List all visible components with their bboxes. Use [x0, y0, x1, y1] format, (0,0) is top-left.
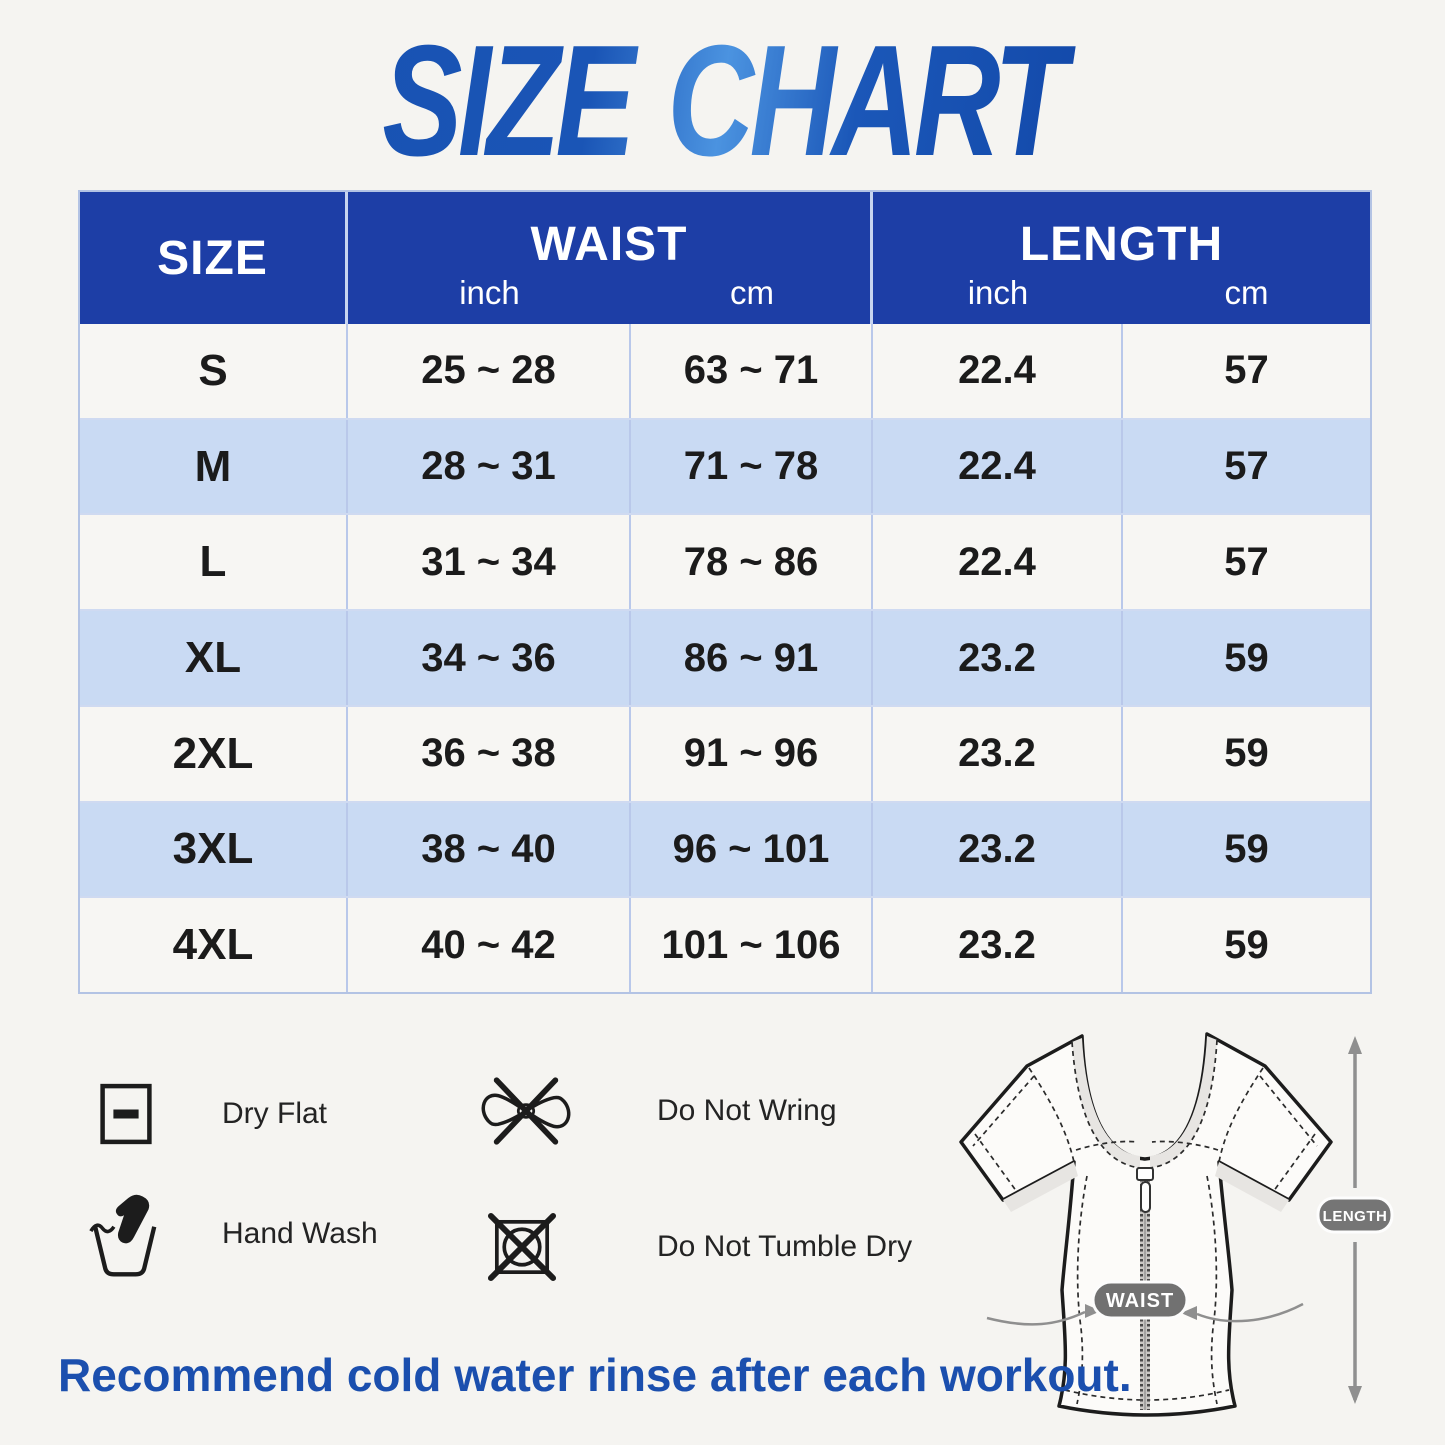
length-badge-label: LENGTH	[1323, 1208, 1388, 1225]
length-unit-cm: cm	[1224, 273, 1269, 311]
care-label: Dry Flat	[222, 1097, 327, 1130]
care-label: Do Not Wring	[657, 1094, 837, 1127]
row-value-cell: 71 ~ 78	[631, 419, 873, 514]
row-value-cell: 25 ~ 28	[348, 324, 631, 418]
waist-unit-cm: cm	[730, 273, 774, 311]
row-size-label: L	[80, 515, 348, 610]
row-value-cell: 86 ~ 91	[631, 611, 873, 705]
row-value-cell: 40 ~ 42	[348, 898, 631, 993]
page-title: SIZE CHART	[173, 22, 1271, 180]
row-size-label: S	[80, 324, 348, 418]
row-value-cell: 57	[1224, 539, 1269, 584]
row-value-cell: 23.2	[873, 706, 1123, 801]
table-row: XL 34 ~ 36 86 ~ 91 23.2 59	[80, 609, 1370, 705]
row-value-cell: 34 ~ 36	[348, 611, 631, 705]
header-waist: WAIST	[530, 217, 688, 271]
row-value-cell: 23.2	[873, 802, 1123, 897]
care-label: Do Not Tumble Dry	[657, 1230, 913, 1263]
row-size-label: M	[80, 419, 348, 514]
row-value-cell: 36 ~ 38	[348, 706, 631, 801]
table-body: S 25 ~ 28 63 ~ 71 22.4 57 M 28 ~ 31 71 ~ 78 22.4…	[80, 324, 1370, 993]
table-row: 2XL 36 ~ 38 91 ~ 96 23.2 59	[80, 704, 1370, 801]
header-length: LENGTH	[1019, 217, 1224, 271]
seam-lines	[972, 1039, 1318, 1405]
waist-badge-label: WAIST	[1106, 1290, 1174, 1312]
size-chart-table: SIZE WAIST inch cm LENGTH inch cm S 25 ~ …	[78, 190, 1372, 994]
garment-diagram: WAIST LENGTH	[959, 1032, 1394, 1417]
table-header: SIZE WAIST inch cm LENGTH inch cm	[80, 192, 1370, 324]
row-value-cell: 23.2	[873, 898, 1123, 993]
row-value-cell: 23.2	[873, 611, 1123, 705]
row-size-label: XL	[80, 611, 348, 705]
row-value-cell: 57	[1224, 444, 1269, 489]
footer-note: Recommend cold water rinse after each wo…	[58, 1349, 1132, 1401]
care-item-hand-wash: Hand Wash	[88, 1188, 378, 1280]
header-waist-group: WAIST inch cm	[348, 192, 873, 324]
row-value-cell: 59	[1224, 826, 1269, 871]
length-unit-inch: inch	[967, 273, 1029, 311]
row-value-cell: 63 ~ 71	[631, 324, 873, 418]
row-value-cell: 38 ~ 40	[348, 802, 631, 897]
row-value-cell: 59	[1224, 635, 1269, 680]
table-row: 3XL 38 ~ 40 96 ~ 101 23.2 59	[80, 800, 1370, 897]
table-row: M 28 ~ 31 71 ~ 78 22.4 57	[80, 417, 1370, 514]
row-size-label: 2XL	[80, 706, 348, 801]
length-measure: LENGTH	[1316, 1036, 1394, 1404]
hand-wash-icon	[89, 1194, 157, 1277]
do-not-tumble-dry-icon	[487, 1212, 557, 1282]
header-size: SIZE	[80, 192, 348, 324]
row-size-label: 4XL	[80, 898, 348, 993]
row-value-cell: 57	[1224, 348, 1269, 393]
row-value-cell: 96 ~ 101	[631, 802, 873, 897]
row-value-cell: 22.4	[873, 515, 1123, 610]
care-label: Hand Wash	[222, 1217, 378, 1250]
row-size-label: 3XL	[80, 802, 348, 897]
table-row: S 25 ~ 28 63 ~ 71 22.4 57	[80, 324, 1370, 418]
dry-flat-icon	[100, 1083, 152, 1145]
row-value-cell: 59	[1224, 922, 1269, 967]
do-not-wring-icon	[481, 1077, 571, 1145]
header-length-group: LENGTH inch cm	[873, 192, 1370, 324]
row-value-cell: 31 ~ 34	[348, 515, 631, 610]
row-value-cell: 22.4	[873, 419, 1123, 514]
length-badge	[1316, 1196, 1394, 1234]
care-item-do-not-wring: Do Not Wring	[477, 1076, 837, 1146]
care-item-do-not-tumble-dry: Do Not Tumble Dry	[484, 1210, 912, 1284]
waist-unit-inch: inch	[459, 273, 520, 311]
care-item-dry-flat: Dry Flat	[99, 1082, 327, 1146]
table-row: L 31 ~ 34 78 ~ 86 22.4 57	[80, 513, 1370, 610]
row-value-cell: 22.4	[873, 324, 1123, 418]
row-value-cell: 91 ~ 96	[631, 706, 873, 801]
table-row: 4XL 40 ~ 42 101 ~ 106 23.2 59	[80, 896, 1370, 993]
row-value-cell: 59	[1224, 731, 1269, 776]
waist-badge	[1091, 1280, 1189, 1320]
row-value-cell: 101 ~ 106	[631, 898, 873, 993]
row-value-cell: 78 ~ 86	[631, 515, 873, 610]
waist-measure: WAIST	[986, 1280, 1304, 1326]
row-value-cell: 28 ~ 31	[348, 419, 631, 514]
